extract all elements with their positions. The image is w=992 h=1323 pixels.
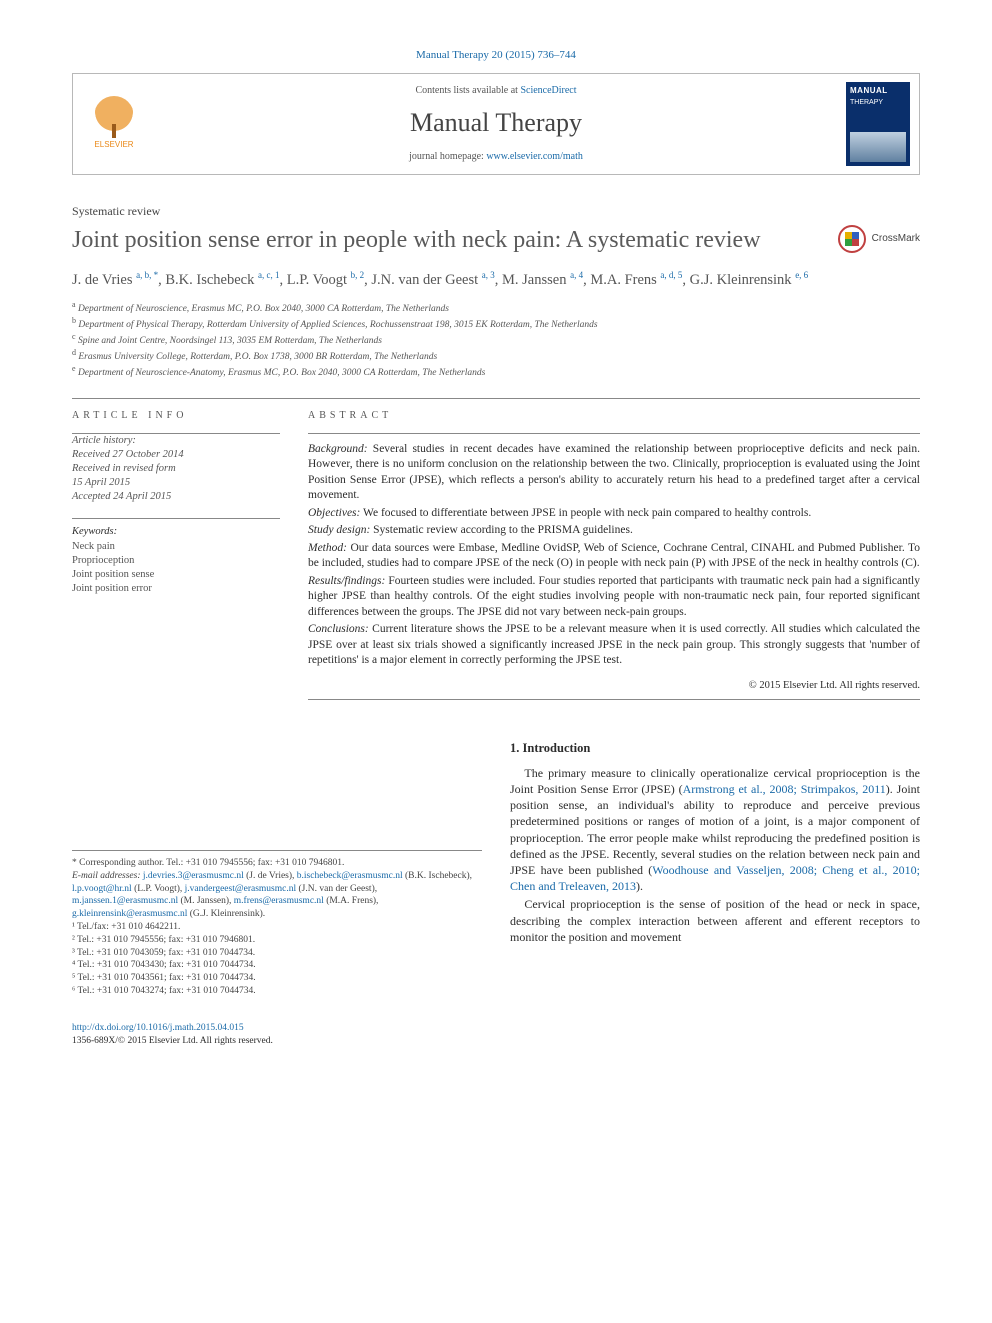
affiliation-item: a Department of Neuroscience, Erasmus MC…: [72, 300, 920, 316]
intro-para-2: Cervical proprioception is the sense of …: [510, 896, 920, 945]
journal-banner: ELSEVIER Contents lists available at Sci…: [72, 73, 920, 175]
email-addresses: E-mail addresses: j.devries.3@erasmusmc.…: [72, 870, 482, 921]
homepage-prefix: journal homepage:: [409, 151, 486, 162]
affiliation-item: b Department of Physical Therapy, Rotter…: [72, 316, 920, 332]
affiliation-item: c Spine and Joint Centre, Noordsingel 11…: [72, 332, 920, 348]
cover-subtitle: THERAPY: [850, 98, 883, 107]
journal-cover-thumb: MANUAL THERAPY: [846, 82, 910, 166]
abstract-copyright: © 2015 Elsevier Ltd. All rights reserved…: [308, 679, 920, 693]
crossmark-icon: [838, 225, 866, 253]
keywords-list: Neck painProprioceptionJoint position se…: [72, 540, 280, 597]
history-line: 15 April 2015: [72, 476, 280, 490]
journal-name: Manual Therapy: [159, 105, 833, 140]
affiliation-list: a Department of Neuroscience, Erasmus MC…: [72, 300, 920, 380]
keyword-item: Joint position sense: [72, 568, 280, 582]
rule-top: [72, 398, 920, 399]
footnote-line: ¹ Tel./fax: +31 010 4642211.: [72, 921, 482, 934]
abstract-body: Background: Several studies in recent de…: [308, 442, 920, 669]
issn-copyright: 1356-689X/© 2015 Elsevier Ltd. All right…: [72, 1036, 273, 1046]
history-line: Received in revised form: [72, 462, 280, 476]
footnotes: * Corresponding author. Tel.: +31 010 79…: [72, 850, 482, 998]
intro-text: ).: [636, 879, 643, 893]
history-line: Accepted 24 April 2015: [72, 490, 280, 504]
keyword-item: Neck pain: [72, 540, 280, 554]
keywords-head: Keywords:: [72, 525, 280, 539]
email-label: E-mail addresses:: [72, 871, 141, 881]
footnote-line: ⁵ Tel.: +31 010 7043561; fax: +31 010 70…: [72, 972, 482, 985]
sciencedirect-link[interactable]: ScienceDirect: [520, 85, 576, 96]
cover-title: MANUAL: [850, 86, 888, 97]
doi-link[interactable]: http://dx.doi.org/10.1016/j.math.2015.04…: [72, 1023, 244, 1033]
abstract-para: Background: Several studies in recent de…: [308, 442, 920, 504]
footnote-line: ⁶ Tel.: +31 010 7043274; fax: +31 010 70…: [72, 985, 482, 998]
rule-abs-bottom: [308, 699, 920, 700]
abstract-para: Objectives: We focused to differentiate …: [308, 506, 920, 522]
abstract-para: Results/findings: Fourteen studies were …: [308, 574, 920, 621]
affiliation-item: e Department of Neuroscience-Anatomy, Er…: [72, 364, 920, 380]
contents-line: Contents lists available at ScienceDirec…: [159, 84, 833, 98]
journal-homepage-line: journal homepage: www.elsevier.com/math: [159, 150, 833, 164]
doi-block: http://dx.doi.org/10.1016/j.math.2015.04…: [72, 1022, 482, 1048]
elsevier-logo: ELSEVIER: [84, 92, 144, 156]
rule-abs: [308, 433, 920, 434]
affiliation-item: d Erasmus University College, Rotterdam,…: [72, 348, 920, 364]
intro-para-1: The primary measure to clinically operat…: [510, 765, 920, 895]
keyword-item: Proprioception: [72, 554, 280, 568]
history-line: Received 27 October 2014: [72, 448, 280, 462]
article-info-head: ARTICLE INFO: [72, 409, 280, 423]
contents-prefix: Contents lists available at: [415, 85, 520, 96]
footnote-line: ⁴ Tel.: +31 010 7043430; fax: +31 010 70…: [72, 959, 482, 972]
crossmark-widget[interactable]: CrossMark: [838, 225, 920, 253]
cover-thumb-cell: MANUAL THERAPY: [837, 74, 919, 174]
abstract-para: Method: Our data sources were Embase, Me…: [308, 541, 920, 572]
abstract-head: ABSTRACT: [308, 409, 920, 423]
intro-heading: 1. Introduction: [510, 740, 920, 757]
rule-kw: [72, 518, 280, 519]
corresponding-author: * Corresponding author. Tel.: +31 010 79…: [72, 857, 482, 870]
elsevier-tree-icon: [94, 96, 134, 136]
running-header: Manual Therapy 20 (2015) 736–744: [72, 48, 920, 63]
article-type: Systematic review: [72, 203, 920, 219]
article-history: Article history: Received 27 October 201…: [72, 434, 280, 505]
history-head: Article history:: [72, 435, 136, 446]
crossmark-label: CrossMark: [872, 232, 920, 246]
journal-homepage-link[interactable]: www.elsevier.com/math: [486, 151, 583, 162]
abstract-para: Conclusions: Current literature shows th…: [308, 622, 920, 669]
publisher-name: ELSEVIER: [94, 140, 133, 151]
footnote-line: ³ Tel.: +31 010 7043059; fax: +31 010 70…: [72, 947, 482, 960]
abstract-para: Study design: Systematic review accordin…: [308, 523, 920, 539]
publisher-logo-cell: ELSEVIER: [73, 74, 155, 174]
keyword-item: Joint position error: [72, 582, 280, 596]
article-title: Joint position sense error in people wit…: [72, 225, 826, 255]
cover-image-icon: [850, 132, 906, 162]
footnote-line: ² Tel.: +31 010 7945556; fax: +31 010 79…: [72, 934, 482, 947]
author-list: J. de Vries a, b, *, B.K. Ischebeck a, c…: [72, 269, 920, 290]
citation-link[interactable]: Armstrong et al., 2008; Strimpakos, 2011: [683, 782, 886, 796]
